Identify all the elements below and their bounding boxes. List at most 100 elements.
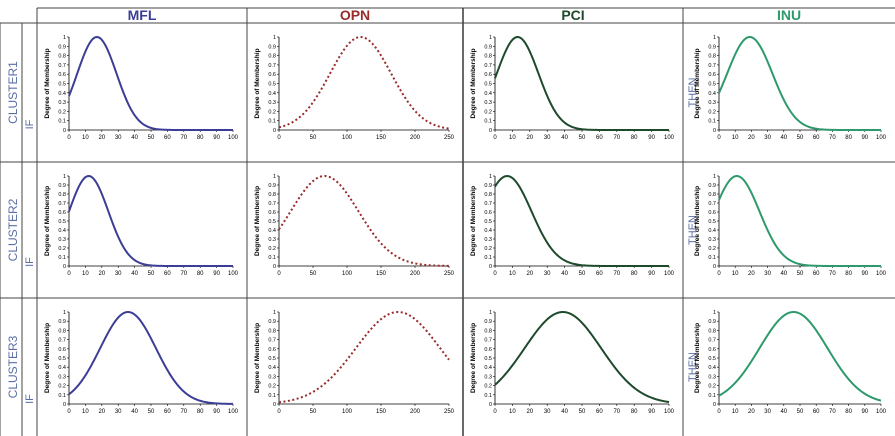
row-label-cluster3: CLUSTER3 xyxy=(6,335,20,398)
x-tick-label: 60 xyxy=(813,409,820,415)
chart-panels: 00.10.20.30.40.50.60.70.80.910 10 20 30 40 50… xyxy=(44,35,887,415)
y-axis-title-text: Degree of Membership xyxy=(470,48,477,118)
x-tick-label: 0 xyxy=(717,135,721,141)
y-tick-label: 0.3 xyxy=(484,237,492,243)
y-tick-label: 1 xyxy=(273,310,276,316)
x-tick-label: 30 xyxy=(115,271,122,277)
y-tick-label: 0.8 xyxy=(58,54,66,60)
y-tick-label: 0.7 xyxy=(708,63,716,69)
x-tick-label: 90 xyxy=(213,135,220,141)
y-tick-label: 0.2 xyxy=(58,384,66,390)
y-tick-label: 0 xyxy=(489,128,492,134)
x-tick-label: 80 xyxy=(631,271,638,277)
y-axis-title-text: Degree of Membership xyxy=(470,186,477,256)
y-tick-label: 0 xyxy=(489,264,492,270)
panel-mfl-1: 00.10.20.30.40.50.60.70.80.910 10 20 30 40 50… xyxy=(44,35,239,141)
y-tick-label: 0.4 xyxy=(268,365,276,371)
x-tick-label: 200 xyxy=(410,409,421,415)
y-axis-title-text: Degree of Membership xyxy=(694,186,701,256)
x-tick-label: 100 xyxy=(664,409,675,415)
y-tick-label: 1 xyxy=(489,174,492,180)
y-tick-label: 1 xyxy=(63,35,66,41)
y-tick-label: 0 xyxy=(63,402,66,408)
membership-curve xyxy=(278,35,450,130)
y-tick-label: 0.7 xyxy=(58,63,66,69)
y-tick-label: 0.6 xyxy=(268,210,276,216)
y-tick-label: 0.8 xyxy=(268,54,276,60)
x-tick-label: 60 xyxy=(596,409,603,415)
y-tick-label: 0.6 xyxy=(58,210,66,216)
y-axis-title: Degree of Membership xyxy=(470,323,477,393)
y-tick-label: 0.9 xyxy=(58,319,66,325)
x-tick-label: 100 xyxy=(228,409,239,415)
row-label-cluster2: CLUSTER2 xyxy=(6,198,20,261)
y-tick-label: 1 xyxy=(489,35,492,41)
x-tick-label: 30 xyxy=(544,409,551,415)
y-tick-label: 0.8 xyxy=(708,192,716,198)
y-tick-label: 0.8 xyxy=(484,192,492,198)
y-tick-label: 0.9 xyxy=(268,44,276,50)
membership-curve xyxy=(68,36,233,131)
x-tick-label: 20 xyxy=(748,409,755,415)
y-tick-label: 0.4 xyxy=(268,91,276,97)
y-tick-label: 0.5 xyxy=(484,219,492,225)
y-tick-label: 0 xyxy=(713,128,716,134)
x-tick-label: 30 xyxy=(115,135,122,141)
y-tick-label: 0.8 xyxy=(58,328,66,334)
x-tick-label: 10 xyxy=(509,135,516,141)
x-tick-label: 100 xyxy=(876,271,887,277)
x-tick-label: 150 xyxy=(376,135,387,141)
y-tick-label: 0.3 xyxy=(268,374,276,380)
y-tick-label: 0.1 xyxy=(268,393,276,399)
x-tick-label: 20 xyxy=(748,271,755,277)
x-tick-label: 80 xyxy=(631,409,638,415)
y-tick-label: 0.6 xyxy=(484,72,492,78)
y-axis-title: Degree of Membership xyxy=(694,186,701,256)
y-tick-label: 0.1 xyxy=(484,393,492,399)
y-tick-label: 0.2 xyxy=(58,246,66,252)
y-axis-title: Degree of Membership xyxy=(470,48,477,118)
x-tick-label: 20 xyxy=(98,135,105,141)
y-tick-label: 1 xyxy=(489,310,492,316)
y-tick-label: 0.7 xyxy=(484,201,492,207)
y-tick-label: 0.4 xyxy=(58,365,66,371)
y-tick-label: 0.7 xyxy=(484,338,492,344)
y-axis-title: Degree of Membership xyxy=(44,323,51,393)
x-tick-label: 80 xyxy=(197,409,204,415)
panel-opn-1: 0 0.1 0.2 0.3 0.4 0.5 0.6 0.7 0.8 0.9 1 0 50 100 150 20… xyxy=(254,35,455,141)
y-tick-label: 0.2 xyxy=(708,246,716,252)
x-tick-label: 250 xyxy=(444,409,455,415)
y-tick-label: 0.6 xyxy=(484,210,492,216)
then-label: THEN xyxy=(687,215,699,245)
x-tick-label: 0 xyxy=(67,271,71,277)
y-tick-label: 0.5 xyxy=(58,219,66,225)
x-tick-label: 10 xyxy=(732,409,739,415)
y-axis-title: Degree of Membership xyxy=(694,48,701,118)
y-tick-label: 0 xyxy=(63,128,66,134)
panel-pci-1: 00.10.20.30.40.50.60.70.80.910 10 20 30 40 50… xyxy=(470,35,675,141)
x-tick-label: 40 xyxy=(561,135,568,141)
then-text: THEN xyxy=(687,352,699,382)
x-tick-label: 250 xyxy=(444,271,455,277)
row-label-cluster1: CLUSTER1 xyxy=(6,61,20,124)
y-tick-label: 0.7 xyxy=(708,338,716,344)
x-tick-label: 70 xyxy=(180,409,187,415)
y-tick-label: 0.5 xyxy=(58,356,66,362)
y-tick-label: 0.3 xyxy=(58,100,66,106)
x-tick-label: 60 xyxy=(164,409,171,415)
if-text: IF xyxy=(24,119,36,129)
y-tick-label: 0.8 xyxy=(484,54,492,60)
x-tick-label: 0 xyxy=(277,271,281,277)
y-tick-label: 0.2 xyxy=(708,109,716,115)
x-tick-label: 90 xyxy=(861,271,868,277)
x-tick-label: 80 xyxy=(631,135,638,141)
y-tick-label: 0.3 xyxy=(58,374,66,380)
y-tick-label: 1 xyxy=(63,310,66,316)
y-axis-title: Degree of Membership xyxy=(254,186,261,256)
y-axis-title-text: Degree of Membership xyxy=(44,48,51,118)
column-header-pci: PCI xyxy=(561,7,584,23)
cluster-label: CLUSTER3 xyxy=(6,335,20,398)
x-tick-label: 30 xyxy=(115,409,122,415)
